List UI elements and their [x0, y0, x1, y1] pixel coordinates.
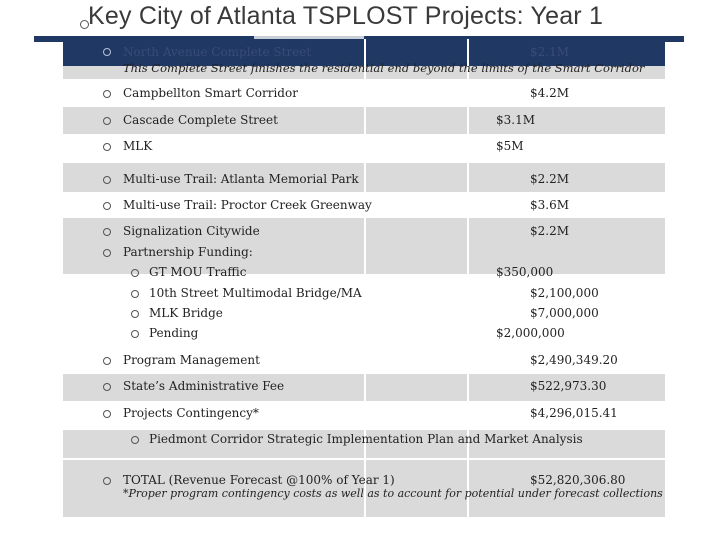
row-note: This Complete Street finishes the reside…: [123, 61, 645, 75]
row-label: Program Management: [123, 353, 260, 367]
row-label: North Avenue Complete Street: [123, 45, 312, 59]
total-amount: $52,820,306.80: [530, 473, 626, 487]
sub-row-amount: $2,000,000: [496, 326, 565, 340]
bullet-icon: [103, 228, 111, 236]
row-amount: $4,296,015.41: [530, 406, 618, 420]
row-amount: $3.1M: [496, 113, 536, 127]
column-divider: [364, 39, 366, 517]
row-label: Signalization Citywide: [123, 224, 260, 238]
row-amount: $4.2M: [530, 86, 570, 100]
bullet-icon: [103, 357, 111, 365]
column-divider: [467, 39, 469, 517]
bullet-icon: [103, 249, 111, 257]
row-amount: $2.2M: [530, 172, 570, 186]
row-label: Multi-use Trail: Proctor Creek Greenway: [123, 198, 372, 212]
row-label: MLK: [123, 139, 153, 153]
sub-row-label: MLK Bridge: [149, 306, 223, 320]
bullet-icon: [103, 176, 111, 184]
bullet-icon: [103, 477, 111, 485]
row-amount: $2.1M: [530, 45, 570, 59]
sub-row-amount: $350,000: [496, 265, 554, 279]
row-label: State’s Administrative Fee: [123, 379, 285, 393]
bullet-icon: [103, 90, 111, 98]
row-label: Multi-use Trail: Atlanta Memorial Park: [123, 172, 359, 186]
sub-row-label: 10th Street Multimodal Bridge/MA: [149, 286, 362, 300]
title-bullet-icon: [80, 20, 89, 29]
row-label: Partnership Funding:: [123, 245, 253, 259]
row-amount: $3.6M: [530, 198, 570, 212]
sub-row-amount: $7,000,000: [530, 306, 599, 320]
sub-bullet-icon: [131, 436, 139, 444]
sub-bullet-icon: [131, 269, 139, 277]
row-label: Cascade Complete Street: [123, 113, 278, 127]
sub-row-label: GT MOU Traffic: [149, 265, 247, 279]
row-amount: $5M: [496, 139, 524, 153]
total-label: TOTAL (Revenue Forecast @100% of Year 1): [123, 473, 395, 487]
row-amount: $2.2M: [530, 224, 570, 238]
row-amount: $522,973.30: [530, 379, 607, 393]
bullet-icon: [103, 143, 111, 151]
bullet-icon: [103, 383, 111, 391]
sub-bullet-icon: [131, 310, 139, 318]
row-amount: $2,490,349.20: [530, 353, 618, 367]
sub-bullet-icon: [131, 330, 139, 338]
sub-row-label: Pending: [149, 326, 199, 340]
slide-title: Key City of Atlanta TSPLOST Projects: Ye…: [88, 2, 604, 30]
bullet-icon: [103, 410, 111, 418]
total-footnote: *Proper program contingency costs as wel…: [123, 487, 663, 500]
piedmont-label: Piedmont Corridor Strategic Implementati…: [149, 432, 583, 446]
bullet-icon: [103, 202, 111, 210]
row-label: Campbellton Smart Corridor: [123, 86, 298, 100]
sub-row-amount: $2,100,000: [530, 286, 599, 300]
row-label: Projects Contingency*: [123, 406, 259, 420]
sub-bullet-icon: [131, 290, 139, 298]
bullet-icon: [103, 117, 111, 125]
bullet-icon: [103, 48, 111, 56]
